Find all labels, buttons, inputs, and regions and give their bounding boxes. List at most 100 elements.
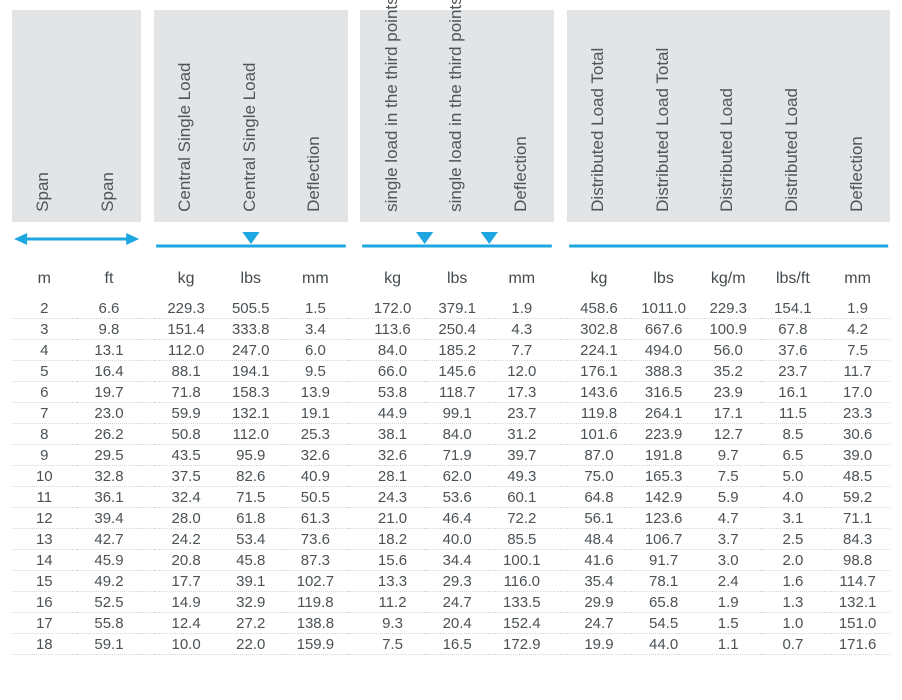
cell-tpl_kg: 7.5 (360, 634, 425, 655)
cell-dl_kgm: 5.9 (696, 487, 761, 508)
cell-span_ft: 59.1 (77, 634, 142, 655)
cell-span_m: 15 (12, 571, 77, 592)
cell-csl_def: 3.4 (283, 319, 348, 340)
cell-dl_tot_kg: 75.0 (567, 466, 632, 487)
cell-csl_kg: 28.0 (154, 508, 219, 529)
cell-csl_kg: 151.4 (154, 319, 219, 340)
table-row: 516.488.1194.19.566.0145.612.0176.1388.3… (12, 361, 890, 382)
unit-csl-lbs: lbs (218, 256, 283, 298)
cell-csl_lbs: 39.1 (218, 571, 283, 592)
cell-dl_kgm: 7.5 (696, 466, 761, 487)
unit-span-ft: ft (77, 256, 142, 298)
cell-span_ft: 13.1 (77, 340, 142, 361)
cell-tpl_kg: 9.3 (360, 613, 425, 634)
cell-tpl_kg: 24.3 (360, 487, 425, 508)
cell-dl_tot_lbs: 78.1 (631, 571, 696, 592)
cell-tpl_def: 17.3 (489, 382, 554, 403)
cell-tpl_lbs: 40.0 (425, 529, 490, 550)
cell-dl_kgm: 23.9 (696, 382, 761, 403)
hdr-dist-lbsft: Distributed Load (761, 10, 826, 222)
cell-span_m: 2 (12, 298, 77, 319)
cell-dl_tot_lbs: 142.9 (631, 487, 696, 508)
cell-dl_kgm: 56.0 (696, 340, 761, 361)
cell-span_ft: 52.5 (77, 592, 142, 613)
cell-dl_tot_kg: 176.1 (567, 361, 632, 382)
cell-csl_lbs: 194.1 (218, 361, 283, 382)
unit-dl-tot-kg: kg (567, 256, 632, 298)
cell-csl_def: 25.3 (283, 424, 348, 445)
cell-tpl_lbs: 34.4 (425, 550, 490, 571)
cell-dl_tot_kg: 119.8 (567, 403, 632, 424)
cell-dl_def: 71.1 (825, 508, 890, 529)
cell-tpl_lbs: 145.6 (425, 361, 490, 382)
cell-dl_lbsft: 1.3 (761, 592, 826, 613)
cell-span_m: 3 (12, 319, 77, 340)
table-row: 1136.132.471.550.524.353.660.164.8142.95… (12, 487, 890, 508)
hdr-span-m: Span (12, 10, 77, 222)
cell-tpl_kg: 38.1 (360, 424, 425, 445)
cell-tpl_lbs: 185.2 (425, 340, 490, 361)
cell-csl_kg: 14.9 (154, 592, 219, 613)
cell-dl_tot_kg: 224.1 (567, 340, 632, 361)
cell-csl_def: 50.5 (283, 487, 348, 508)
cell-tpl_lbs: 46.4 (425, 508, 490, 529)
hdr-central-kg: Central Single Load (154, 10, 219, 222)
cell-dl_lbsft: 8.5 (761, 424, 826, 445)
table-row: 1032.837.582.640.928.162.049.375.0165.37… (12, 466, 890, 487)
unit-span-m: m (12, 256, 77, 298)
cell-dl_def: 4.2 (825, 319, 890, 340)
unit-tpl-lbs: lbs (425, 256, 490, 298)
cell-csl_def: 1.5 (283, 298, 348, 319)
cell-csl_def: 87.3 (283, 550, 348, 571)
table-row: 1755.812.427.2138.89.320.4152.424.754.51… (12, 613, 890, 634)
cell-csl_lbs: 61.8 (218, 508, 283, 529)
hdr-third-kg: single load in the third points (360, 10, 425, 222)
unit-tpl-kg: kg (360, 256, 425, 298)
unit-csl-kg: kg (154, 256, 219, 298)
cell-span_ft: 36.1 (77, 487, 142, 508)
cell-span_m: 18 (12, 634, 77, 655)
cell-tpl_lbs: 379.1 (425, 298, 490, 319)
unit-dl-tot-lbs: lbs (631, 256, 696, 298)
cell-csl_def: 6.0 (283, 340, 348, 361)
cell-dl_tot_lbs: 165.3 (631, 466, 696, 487)
hdr-central-def: Deflection (283, 10, 348, 222)
cell-csl_def: 159.9 (283, 634, 348, 655)
hdr-third-lbs: single load in the third points (425, 10, 490, 222)
cell-tpl_kg: 13.3 (360, 571, 425, 592)
cell-tpl_lbs: 29.3 (425, 571, 490, 592)
table-row: 826.250.8112.025.338.184.031.2101.6223.9… (12, 424, 890, 445)
cell-dl_def: 11.7 (825, 361, 890, 382)
cell-span_m: 17 (12, 613, 77, 634)
cell-csl_def: 138.8 (283, 613, 348, 634)
cell-dl_tot_kg: 101.6 (567, 424, 632, 445)
cell-dl_def: 98.8 (825, 550, 890, 571)
unit-dl-def: mm (825, 256, 890, 298)
cell-dl_tot_kg: 87.0 (567, 445, 632, 466)
cell-csl_lbs: 158.3 (218, 382, 283, 403)
cell-span_ft: 42.7 (77, 529, 142, 550)
cell-dl_def: 1.9 (825, 298, 890, 319)
cell-tpl_kg: 21.0 (360, 508, 425, 529)
hdr-dist-def: Deflection (825, 10, 890, 222)
cell-tpl_lbs: 16.5 (425, 634, 490, 655)
cell-csl_def: 9.5 (283, 361, 348, 382)
cell-dl_lbsft: 11.5 (761, 403, 826, 424)
cell-tpl_def: 49.3 (489, 466, 554, 487)
cell-csl_kg: 32.4 (154, 487, 219, 508)
cell-tpl_lbs: 71.9 (425, 445, 490, 466)
cell-dl_def: 23.3 (825, 403, 890, 424)
cell-dl_tot_lbs: 54.5 (631, 613, 696, 634)
cell-dl_tot_kg: 56.1 (567, 508, 632, 529)
cell-dl_tot_lbs: 316.5 (631, 382, 696, 403)
cell-csl_kg: 24.2 (154, 529, 219, 550)
cell-csl_lbs: 247.0 (218, 340, 283, 361)
cell-span_ft: 16.4 (77, 361, 142, 382)
cell-span_ft: 6.6 (77, 298, 142, 319)
cell-dl_kgm: 2.4 (696, 571, 761, 592)
cell-span_ft: 23.0 (77, 403, 142, 424)
cell-dl_tot_lbs: 65.8 (631, 592, 696, 613)
cell-tpl_def: 4.3 (489, 319, 554, 340)
hdr-third-lbs-lbl: single load in the third points (447, 0, 465, 212)
distributed-load-icon (567, 222, 890, 256)
